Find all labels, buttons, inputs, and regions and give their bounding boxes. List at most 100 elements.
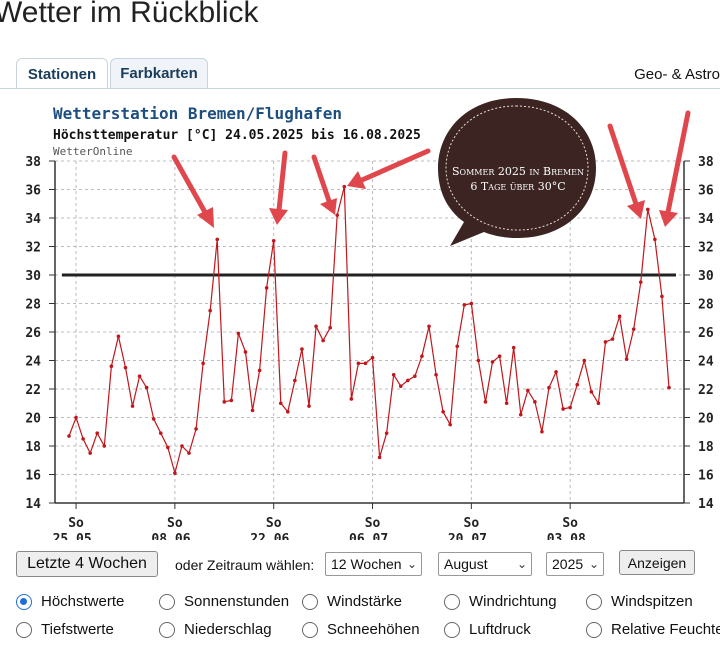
radio-schneehoehen[interactable]: Schneehöhen <box>302 621 420 638</box>
y-tick-label-left: 20 <box>25 412 41 427</box>
x-tick-date: 22.06. <box>250 532 297 540</box>
radio-hoechstwerte[interactable]: Höchstwerte <box>16 593 124 610</box>
radio-relative-feuchte[interactable]: Relative Feuchte <box>586 621 720 638</box>
x-tick-day: So <box>68 516 84 531</box>
radio-label: Höchstwerte <box>41 593 125 610</box>
data-point <box>533 400 537 404</box>
data-point <box>511 345 516 350</box>
radio-windrichtung[interactable]: Windrichtung <box>444 593 557 610</box>
data-point <box>526 388 530 393</box>
y-tick-label-right: 34 <box>698 212 714 227</box>
y-tick-label-left: 38 <box>25 155 41 170</box>
radio-windspitzen[interactable]: Windspitzen <box>586 593 693 610</box>
data-point <box>448 422 452 427</box>
callout-bubble: Sommer 2025 in Bremen 6 Tage über 30°C <box>438 98 596 246</box>
tab-farbkarten[interactable]: Farbkarten <box>110 58 208 88</box>
data-point <box>180 444 184 448</box>
y-tick-label-left: 18 <box>25 440 41 455</box>
data-point <box>624 357 629 361</box>
page-title: Wetter im Rückblick <box>0 0 259 29</box>
data-point <box>370 355 375 360</box>
show-button[interactable]: Anzeigen <box>619 550 695 575</box>
data-point <box>208 308 212 313</box>
data-point <box>328 325 332 330</box>
data-point <box>300 347 304 351</box>
chart-title: Wetterstation Bremen/Flughafen <box>53 104 342 123</box>
tab-geo-astro[interactable]: Geo- & Astro <box>634 66 720 83</box>
data-point <box>547 385 551 390</box>
data-point <box>349 397 354 401</box>
year-select[interactable]: 2025 ⌄ <box>546 552 604 576</box>
x-tick-day: So <box>464 516 480 531</box>
data-point <box>413 374 417 378</box>
radio-tiefstwerte[interactable]: Tiefstwerte <box>16 621 114 638</box>
data-point <box>638 280 643 284</box>
data-point <box>427 324 431 329</box>
data-point <box>398 384 403 388</box>
y-tick-label-right: 28 <box>698 298 714 313</box>
callout-line1: Sommer 2025 in Bremen <box>452 165 584 178</box>
arrow-4-icon <box>347 148 431 189</box>
radio-checked-icon <box>16 593 32 610</box>
data-point <box>201 361 205 366</box>
y-tick-label-right: 26 <box>698 326 714 341</box>
radio-windstaerke[interactable]: Windstärke <box>302 593 402 610</box>
y-tick-label-left: 30 <box>25 269 41 284</box>
chevron-down-icon: ⌄ <box>406 557 417 571</box>
y-tick-label-right: 36 <box>698 184 714 199</box>
data-point <box>589 390 594 394</box>
data-point <box>137 374 142 378</box>
y-tick-label-right: 20 <box>698 412 714 427</box>
last-4-weeks-button[interactable]: Letzte 4 Wochen <box>16 551 158 577</box>
temperature-series-line <box>68 186 670 476</box>
data-point <box>314 324 318 329</box>
data-point <box>610 337 615 341</box>
data-point <box>123 365 128 370</box>
radio-label: Relative Feuchte <box>611 621 720 638</box>
data-point <box>307 404 311 408</box>
y-tick-label-right: 18 <box>698 440 714 455</box>
callout-line2: 6 Tage über 30°C <box>470 180 565 193</box>
radio-unchecked-icon <box>302 621 318 638</box>
y-tick-label-right: 14 <box>698 497 714 512</box>
y-tick-label-right: 22 <box>698 383 714 398</box>
x-tick-day: So <box>562 516 578 531</box>
x-tick-date: 20.07. <box>448 532 495 540</box>
radio-label: Luftdruck <box>469 621 531 638</box>
chevron-down-icon: ⌄ <box>516 557 527 571</box>
data-point <box>518 412 523 417</box>
data-point <box>667 385 671 390</box>
data-point <box>504 401 509 406</box>
data-point <box>222 400 227 404</box>
radio-label: Windrichtung <box>469 593 557 610</box>
data-point <box>250 408 255 413</box>
x-tick-date: 08.06. <box>151 532 198 540</box>
data-point <box>67 434 71 438</box>
radio-niederschlag[interactable]: Niederschlag <box>159 621 272 638</box>
data-point <box>617 314 622 319</box>
data-point <box>257 368 262 373</box>
x-tick-day: So <box>167 516 183 531</box>
arrow-1-icon <box>171 154 214 228</box>
radio-unchecked-icon <box>302 593 318 610</box>
tab-stationen[interactable]: Stationen <box>16 58 108 89</box>
data-point <box>490 360 495 364</box>
period-label: oder Zeitraum wählen: <box>175 557 315 573</box>
radio-label: Niederschlag <box>184 621 272 638</box>
data-point <box>187 451 191 455</box>
radio-unchecked-icon <box>159 621 175 638</box>
data-point <box>194 427 198 431</box>
radio-sonnenstunden[interactable]: Sonnenstunden <box>159 593 289 610</box>
data-point <box>158 431 163 435</box>
radio-unchecked-icon <box>444 593 460 610</box>
temperature-chart: 14 14 16 16 18 18 20 20 22 22 24 24 26 26 28 28 30 30 32 32… <box>25 98 714 540</box>
data-point <box>271 239 276 243</box>
radio-luftdruck[interactable]: Luftdruck <box>444 621 531 638</box>
data-point <box>130 404 135 408</box>
weeks-select[interactable]: 12 Wochen ⌄ <box>325 552 422 576</box>
year-select-value: 2025 <box>552 556 584 572</box>
month-select[interactable]: August ⌄ <box>438 552 532 576</box>
y-tick-label-left: 34 <box>25 212 41 227</box>
data-point <box>286 410 290 414</box>
data-point <box>462 303 467 307</box>
